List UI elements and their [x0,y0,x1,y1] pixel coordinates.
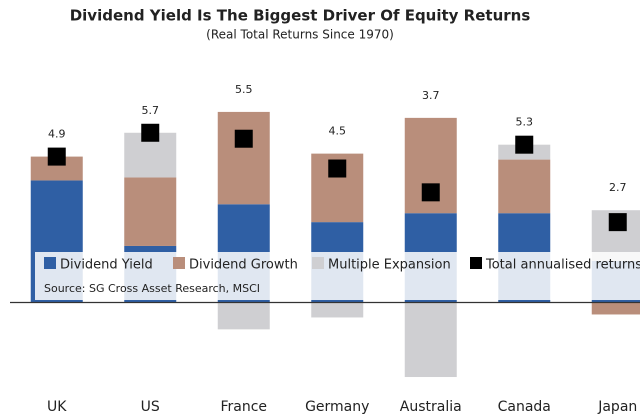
total-marker [421,183,440,202]
bar-segment [30,156,83,181]
value-label: 4.9 [48,128,66,141]
legend-label: Dividend Yield [60,258,153,273]
bar-segment [404,302,457,378]
total-marker [234,129,253,148]
legend-label: Dividend Growth [189,258,298,273]
bar-segment [124,177,177,246]
legend: Dividend Yield Dividend Growth Multiple Ex… [44,257,640,273]
x-tick-label: Japan [597,399,637,415]
source-note: Source: SG Cross Asset Research, MSCI [44,282,260,295]
total-marker [47,147,66,166]
bars: 4.9 5.7 5.5 4.5 3.7 5.3 2.7 [30,83,640,378]
bar-segment [311,302,364,318]
legend-box [35,252,640,300]
chart-subtitle: (Real Total Returns Since 1970) [206,28,394,42]
chart-title: Dividend Yield Is The Biggest Driver Of … [70,7,531,25]
value-label: 5.7 [142,104,160,117]
value-label: 5.3 [516,116,534,129]
total-marker [608,213,627,232]
x-tick-label: France [220,399,267,415]
legend-swatch [470,257,482,269]
total-marker [328,159,347,178]
legend-swatch [44,257,56,269]
legend-label: Total annualised returns [485,258,640,273]
value-label: 4.5 [329,125,347,138]
bar-segment [217,111,270,205]
legend-label: Multiple Expansion [328,258,451,273]
x-tick-label: US [141,399,160,415]
x-tick-label: Germany [305,399,369,415]
value-label: 5.5 [235,83,253,96]
value-label: 2.7 [609,181,627,194]
bar-segment [498,159,551,214]
x-tick-label: Canada [498,399,551,415]
total-marker [515,135,534,154]
legend-swatch [173,257,185,269]
x-tick-label: Australia [400,399,462,415]
value-label: 3.7 [422,89,440,102]
x-tick-label: UK [47,399,67,415]
bar-segment [591,302,640,315]
legend-swatch [312,257,324,269]
total-marker [141,123,160,142]
bar-segment [217,302,270,330]
